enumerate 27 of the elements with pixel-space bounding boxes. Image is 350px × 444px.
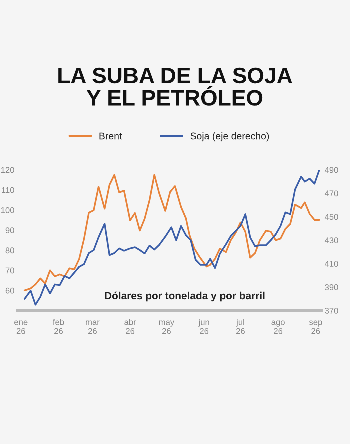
y-tick-label: 80 [6,248,14,254]
legend-label: Brent [100,132,122,140]
y-tick-label: 120 [1,167,14,174]
x-tick-label: sep 26 [309,320,322,334]
y-tick-label: 110 [2,187,14,194]
x-tick-label: jun 26 [198,319,210,334]
x-tick-label: ago 26 [272,320,285,334]
y2-tick-label: 450 [324,214,338,220]
y-tick-label: 60 [6,288,14,294]
y2-tick-label: 410 [324,261,338,267]
legend-label: Soja (eje derecho) [190,132,270,142]
x-tick-label: ene 26 [14,320,28,334]
chart-title: LA SUBA DE LA SOJA Y EL PETRÓLEO [58,68,292,106]
x-tick-label: mar 26 [86,320,100,334]
x-tick-label: may 26 [159,320,175,334]
x-tick-label: feb 26 [53,319,64,334]
x-tick-label: jul 26 [236,319,245,334]
y2-tick-label: 390 [325,284,338,290]
y2-tick-label: 370 [325,308,338,314]
y-tick-label: 70 [6,268,14,274]
y2-tick-label: 490 [324,167,338,174]
y-tick-label: 90 [6,228,14,234]
x-tick-label: abr 26 [124,319,136,334]
y2-tick-label: 470 [324,190,338,197]
annotation: Dólares por tonelada y por barril [105,292,265,302]
y-tick-label: 100 [1,207,14,214]
y2-tick-label: 430 [324,238,338,244]
